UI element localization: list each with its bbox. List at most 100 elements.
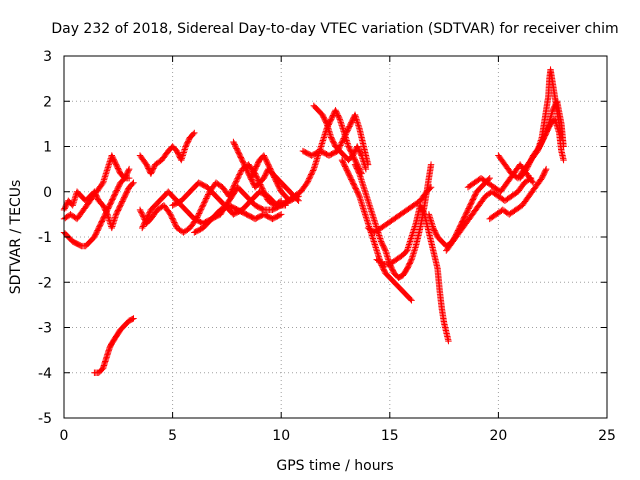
data-point-marker	[247, 174, 254, 182]
data-point-marker	[191, 229, 198, 236]
data-point-marker	[542, 131, 549, 138]
y-tick-label: 2	[43, 94, 52, 110]
data-point-marker	[195, 210, 203, 217]
data-point-marker	[337, 140, 345, 148]
data-point-marker	[276, 211, 284, 219]
series-track-m	[311, 103, 370, 173]
data-point-marker	[235, 172, 243, 180]
marks-layer	[60, 66, 567, 376]
data-point-marker	[171, 220, 179, 228]
data-point-marker	[540, 135, 547, 142]
data-point-marker	[464, 184, 472, 191]
data-point-marker	[309, 167, 317, 174]
data-point-marker	[524, 163, 532, 170]
data-point-marker	[91, 369, 98, 376]
data-point-marker	[203, 195, 210, 202]
series-track-y	[517, 98, 567, 181]
x-tick-label: 25	[598, 428, 616, 444]
data-point-marker	[535, 144, 542, 151]
series-track-c	[62, 152, 133, 223]
data-point-marker	[351, 161, 359, 168]
series-track-i	[192, 202, 285, 236]
data-point-marker	[537, 141, 544, 149]
data-point-marker	[129, 180, 136, 188]
data-point-marker	[253, 173, 260, 180]
data-point-marker	[341, 132, 349, 139]
data-point-marker	[125, 167, 132, 174]
y-tick-label: 0	[43, 185, 52, 201]
data-point-marker	[560, 156, 567, 164]
series-track-d	[92, 315, 137, 376]
y-tick-label: 3	[43, 49, 52, 65]
y-tick-label: 1	[43, 140, 52, 156]
data-point-marker	[373, 256, 380, 263]
x-tick-label: 20	[489, 428, 507, 444]
data-point-marker	[98, 180, 106, 188]
y-tick-label: -4	[38, 366, 52, 382]
data-point-marker	[203, 193, 211, 201]
data-point-marker	[526, 160, 533, 167]
data-point-marker	[322, 119, 330, 126]
x-tick-label: 0	[60, 428, 69, 444]
data-point-marker	[139, 212, 146, 219]
x-tick-label: 10	[272, 428, 290, 444]
data-point-marker	[443, 247, 450, 254]
data-point-marker	[355, 191, 362, 199]
data-point-marker	[528, 155, 536, 162]
data-point-marker	[539, 136, 547, 143]
data-point-marker	[427, 161, 435, 168]
data-point-marker	[202, 196, 209, 204]
data-point-marker	[167, 212, 175, 219]
data-point-marker	[201, 198, 209, 205]
data-point-marker	[495, 152, 502, 159]
data-point-marker	[145, 212, 152, 219]
data-point-marker	[199, 203, 206, 210]
series-track-v	[487, 165, 550, 222]
data-point-marker	[138, 224, 146, 232]
data-point-marker	[407, 257, 415, 265]
data-point-marker	[172, 222, 179, 229]
data-point-marker	[381, 246, 389, 253]
data-point-marker	[342, 131, 349, 138]
series-track-n	[300, 111, 372, 168]
data-point-marker	[305, 176, 312, 184]
data-point-marker	[529, 179, 537, 186]
data-point-marker	[125, 165, 133, 173]
data-point-marker	[168, 213, 175, 221]
data-point-marker	[408, 297, 415, 304]
data-point-marker	[335, 146, 342, 153]
data-point-marker	[295, 197, 302, 204]
data-point-marker	[231, 182, 238, 189]
data-point-marker	[339, 136, 347, 144]
y-tick-label: -5	[38, 411, 52, 427]
data-point-marker	[137, 208, 144, 215]
data-point-marker	[278, 202, 285, 209]
data-point-marker	[537, 140, 545, 147]
data-point-marker	[486, 174, 493, 182]
x-tick-label: 15	[381, 428, 399, 444]
data-point-marker	[259, 206, 266, 213]
data-point-marker	[425, 211, 433, 218]
data-point-marker	[539, 137, 546, 145]
series-track-b	[61, 165, 133, 250]
y-tick-label: -3	[38, 321, 52, 337]
data-point-marker	[304, 178, 312, 185]
y-tick-label: -2	[38, 275, 52, 291]
data-point-marker	[527, 157, 534, 165]
data-point-marker	[236, 171, 243, 178]
data-point-marker	[233, 176, 241, 184]
data-point-marker	[197, 206, 205, 213]
data-point-marker	[236, 169, 244, 177]
data-point-marker	[166, 209, 173, 217]
data-point-marker	[125, 174, 133, 182]
data-point-marker	[420, 209, 428, 217]
series-track-q	[366, 184, 435, 236]
data-point-marker	[536, 143, 543, 150]
series-track-a	[61, 179, 137, 232]
data-point-marker	[307, 171, 315, 178]
data-point-marker	[334, 147, 341, 155]
data-point-marker	[201, 199, 208, 206]
data-point-marker	[294, 196, 301, 203]
data-point-marker	[234, 174, 242, 181]
data-point-marker	[529, 153, 536, 161]
